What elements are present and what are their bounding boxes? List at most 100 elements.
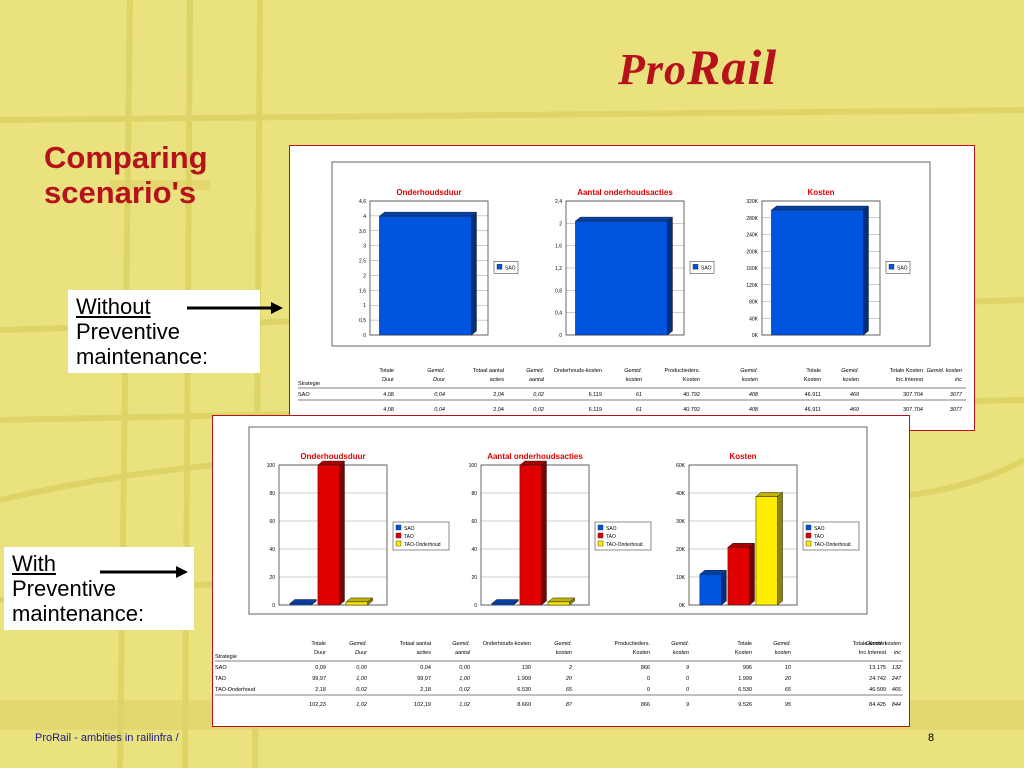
table-header: Totale (311, 641, 326, 647)
y-tick-label: 2,5 (359, 259, 366, 265)
legend-label: TAO-Onderhoud (606, 542, 643, 548)
legend-box (802, 521, 860, 551)
table-total-cell: 102,19 (414, 702, 431, 708)
table-header: Totale Kosten (853, 641, 886, 647)
table-total-cell: 844 (892, 702, 901, 708)
table-cell: 1.999 (738, 676, 752, 682)
legend-label: TAO (404, 534, 414, 540)
panel-with-graphics: Onderhoudsduur100806040200SAOTAOTAO-Onde… (215, 426, 903, 708)
table-cell: 0,04 (420, 665, 431, 671)
table-total-cell: 4,08 (383, 407, 394, 413)
y-tick-label: 40 (269, 547, 275, 553)
table-cell: 65 (566, 687, 573, 693)
bar-sao (699, 574, 722, 606)
table-header: Onderhouds-kosten (554, 368, 602, 374)
table-header: Duur (433, 377, 446, 383)
table-cell: 0 (647, 687, 650, 693)
table-header: Kosten (804, 377, 821, 383)
legend-swatch (692, 264, 699, 270)
y-tick-label: 40K (676, 491, 686, 497)
table-total-cell: 40.792 (683, 407, 700, 413)
table-cell: 46.509 (869, 687, 886, 693)
table-cell: 65 (785, 687, 792, 693)
table-header: Gemid. (452, 641, 470, 647)
logo-pro: Pro (618, 45, 687, 94)
y-tick-label: 2 (363, 273, 366, 279)
y-tick-label: 20K (676, 547, 686, 553)
table-cell: 2,18 (420, 687, 431, 693)
chart-title: Onderhoudsduur (396, 188, 461, 197)
without-line-2: Preventive (76, 319, 180, 344)
table-cell: 408 (749, 392, 759, 398)
bar-sao (379, 215, 472, 336)
chart-title: Kosten (729, 452, 756, 461)
y-tick-label: 0 (272, 603, 275, 609)
y-tick-label: 1,6 (555, 244, 562, 250)
table-cell: 20 (565, 676, 573, 682)
y-tick-label: 320K (746, 199, 758, 205)
table-header: kosten (556, 650, 572, 656)
table-header: Inc.Interest (859, 650, 887, 656)
legend-label: SAO (814, 526, 825, 532)
y-tick-label: 1,2 (555, 266, 562, 272)
table-header: Duur (382, 377, 394, 383)
table-cell: 6.530 (738, 687, 752, 693)
y-tick-label: 1,6 (359, 288, 366, 294)
table-header: inc (894, 650, 901, 656)
table-header: inc (955, 377, 962, 383)
table-header: Inc.Interest (896, 377, 924, 383)
arrow-right-icon (100, 566, 188, 578)
table-header: aantal (529, 377, 545, 383)
table-cell: 0 (686, 687, 690, 693)
table-header: Strategie (298, 381, 320, 387)
table-header: Productieders. (615, 641, 651, 647)
table-cell: 465 (892, 687, 902, 693)
table-cell: 0,00 (459, 665, 471, 671)
page-number: 8 (928, 732, 935, 744)
table-header: Duur (314, 650, 326, 656)
table-cell: 3077 (950, 392, 963, 398)
table-header: Gemid. (624, 368, 642, 374)
without-line-3: maintenance: (76, 344, 209, 369)
y-tick-label: 120K (746, 283, 758, 289)
table-cell: TAO (215, 676, 227, 682)
table-header: Onderhouds-kosten (483, 641, 531, 647)
table-header: Duur (355, 650, 368, 656)
table-cell: 61 (636, 392, 642, 398)
table-total-cell: 9 (686, 702, 689, 708)
legend-swatch (805, 532, 812, 539)
table-cell: 46.911 (805, 392, 821, 398)
table-total-cell: 469 (850, 407, 859, 413)
table-cell: 132 (892, 665, 901, 671)
table-total-cell: 84.425 (869, 702, 886, 708)
table-header: Gemid. kosten (866, 641, 901, 647)
y-tick-label: 80 (471, 491, 477, 497)
table-header: Gemid. (671, 641, 689, 647)
y-tick-label: 3,6 (359, 229, 366, 235)
table-cell: 4,08 (383, 392, 394, 398)
table-cell: 0,09 (315, 665, 326, 671)
table-cell: 130 (522, 665, 531, 671)
table-header: Gemid. (427, 368, 445, 374)
table-header: Gemid. (554, 641, 572, 647)
y-tick-label: 60K (676, 463, 686, 469)
legend-label: SAO (404, 526, 415, 532)
legend-label: SAO (505, 265, 516, 271)
chart-title: Kosten (807, 188, 834, 197)
bar-side (339, 460, 345, 606)
bar-sao (575, 220, 668, 336)
table-total-cell: 1,02 (356, 702, 367, 708)
panel-without-graphics: Onderhoudsduur 4,6 4 3,6 3 2,5 2 1,6 1 0,5 0 SAO Aan… (298, 161, 966, 413)
table-header: acties (417, 650, 432, 656)
table-header: kosten (843, 377, 859, 383)
bar-side (721, 569, 727, 606)
without-label: Without Preventive maintenance: (68, 290, 260, 373)
table-total-cell: 0,02 (533, 407, 544, 413)
without-word: Without (76, 294, 151, 319)
table-total-cell: 6.119 (589, 407, 602, 413)
table-cell: 2,04 (493, 392, 504, 398)
y-tick-label: 30K (676, 519, 686, 525)
legend-swatch (597, 540, 604, 547)
table-cell: SAO (298, 392, 310, 398)
table-header: Gemid. (526, 368, 544, 374)
